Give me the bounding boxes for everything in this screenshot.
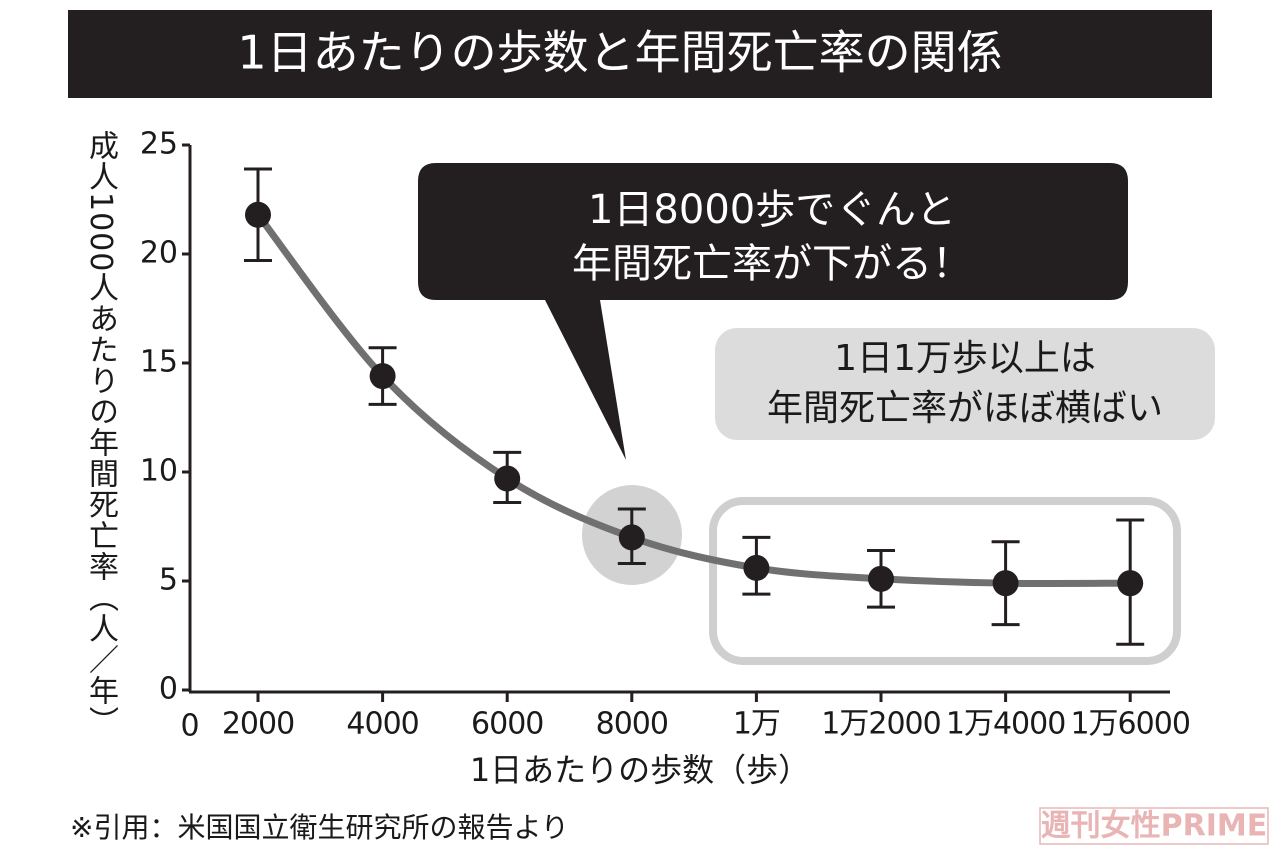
annotation: 年間死亡率がほぼ横ばい xyxy=(767,388,1163,429)
chart-title: 1日あたりの歩数と年間死亡率の関係 xyxy=(237,26,1002,80)
data-point xyxy=(618,524,645,551)
x-tick-label: 1万4000 xyxy=(946,707,1065,742)
callout-bubble xyxy=(418,163,1128,460)
y-tick-label: 25 xyxy=(140,127,178,162)
data-point xyxy=(245,201,271,228)
data-point xyxy=(369,363,396,390)
data-point xyxy=(992,570,1019,597)
x-tick-label: 2000 xyxy=(222,707,294,742)
source-note: ※引用：米国国立衛生研究所の報告より xyxy=(70,811,569,844)
watermark-box xyxy=(1039,807,1269,845)
x-tick-label: 6000 xyxy=(471,707,543,742)
title-bar xyxy=(68,10,1212,98)
highlight-box xyxy=(709,497,1181,665)
x-origin-label: 0 xyxy=(180,709,199,744)
y-tick-label: 15 xyxy=(140,345,178,380)
data-point xyxy=(868,565,894,592)
annotation: 1日8000歩でぐんと xyxy=(588,187,956,233)
y-tick-label: 5 xyxy=(159,563,178,598)
x-tick-label: 1万 xyxy=(733,707,780,742)
x-tick-label: 1万6000 xyxy=(1070,707,1189,742)
y-tick-label: 20 xyxy=(140,236,178,271)
data-point xyxy=(743,554,770,581)
annotation: 1日1万歩以上は xyxy=(834,338,1096,379)
x-axis-label: 1日あたりの歩数（歩） xyxy=(470,751,810,789)
data-point xyxy=(494,465,521,492)
x-tick-label: 4000 xyxy=(346,707,418,742)
y-tick-label: 10 xyxy=(140,454,178,489)
x-tick-label: 8000 xyxy=(596,707,668,742)
y-tick-label: 0 xyxy=(159,672,178,707)
y-axis-label: 成人1000人あたりの年間死亡率（人／年） xyxy=(83,130,118,738)
watermark: 週刊女性PRIME xyxy=(1041,809,1268,844)
data-point xyxy=(1117,570,1144,597)
annotation: 年間死亡率が下がる！ xyxy=(572,241,972,287)
note-box xyxy=(715,328,1215,440)
x-tick-label: 1万2000 xyxy=(821,707,940,742)
